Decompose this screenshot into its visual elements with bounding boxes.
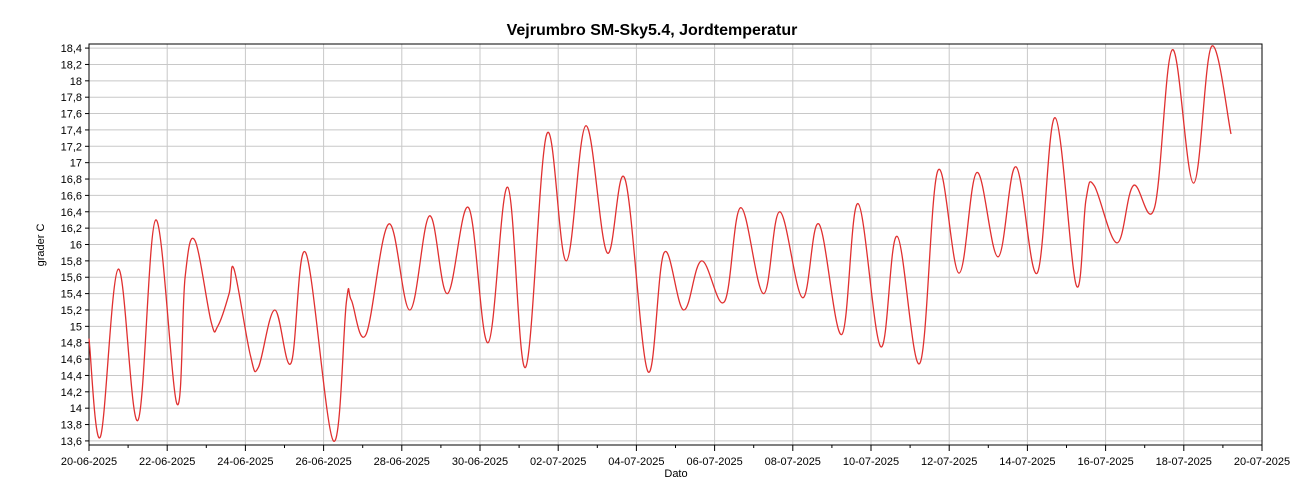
- y-tick-label: 18,2: [61, 59, 82, 71]
- y-tick-label: 18: [70, 76, 82, 88]
- x-tick-label: 12-07-2025: [921, 456, 977, 468]
- grid: [88, 44, 1263, 445]
- x-tick-label: 04-07-2025: [608, 456, 664, 468]
- chart-title: Vejrumbro SM-Sky5.4, Jordtemperatur: [507, 22, 798, 39]
- y-tick-label: 17,6: [61, 109, 82, 121]
- y-tick-label: 15: [70, 321, 82, 333]
- y-tick-label: 14,4: [61, 370, 82, 382]
- x-tick-label: 22-06-2025: [139, 456, 195, 468]
- y-tick-label: 17,8: [61, 92, 82, 104]
- x-tick-label: 10-07-2025: [843, 456, 899, 468]
- x-tick-label: 18-07-2025: [1156, 456, 1212, 468]
- x-axis: 20-06-2025 22-06-2025 24-06-2025 26-06-2025…: [61, 445, 1290, 468]
- y-tick-label: 16,4: [61, 207, 82, 219]
- y-tick-label: 16,6: [61, 190, 82, 202]
- y-tick-label: 15,8: [61, 256, 82, 268]
- y-tick-label: 17: [70, 158, 82, 170]
- y-tick-label: 18,4: [61, 43, 82, 55]
- x-tick-label: 30-06-2025: [452, 456, 508, 468]
- x-tick-label: 20-07-2025: [1234, 456, 1290, 468]
- y-tick-label: 13,8: [61, 420, 82, 432]
- x-tick-label: 24-06-2025: [217, 456, 273, 468]
- y-tick-label: 15,6: [61, 272, 82, 284]
- y-tick-label: 17,2: [61, 141, 82, 153]
- y-tick-label: 17,4: [61, 125, 82, 137]
- y-axis: 13,6 13,8 14 14,2 14,4 14,6 14,8 15 15,2 15,4 15,6…: [61, 43, 89, 448]
- y-tick-label: 14,8: [61, 338, 82, 350]
- x-tick-label: 26-06-2025: [295, 456, 351, 468]
- x-tick-label: 02-07-2025: [530, 456, 586, 468]
- x-axis-label: Dato: [664, 468, 687, 480]
- x-tick-label: 08-07-2025: [765, 456, 821, 468]
- y-tick-label: 14,2: [61, 387, 82, 399]
- y-axis-label: grader C: [35, 224, 47, 267]
- y-tick-label: 15,4: [61, 289, 82, 301]
- y-tick-label: 16: [70, 240, 82, 252]
- y-tick-label: 14,6: [61, 354, 82, 366]
- x-tick-label: 14-07-2025: [999, 456, 1055, 468]
- y-tick-label: 16,8: [61, 174, 82, 186]
- y-tick-label: 15,2: [61, 305, 82, 317]
- x-tick-label: 28-06-2025: [374, 456, 430, 468]
- series-line: [88, 45, 1232, 442]
- x-tick-label: 20-06-2025: [61, 456, 117, 468]
- x-tick-label: 16-07-2025: [1077, 456, 1133, 468]
- y-tick-label: 14: [70, 403, 82, 415]
- y-tick-label: 13,6: [61, 436, 82, 448]
- x-tick-label: 06-07-2025: [686, 456, 742, 468]
- y-tick-label: 16,2: [61, 223, 82, 235]
